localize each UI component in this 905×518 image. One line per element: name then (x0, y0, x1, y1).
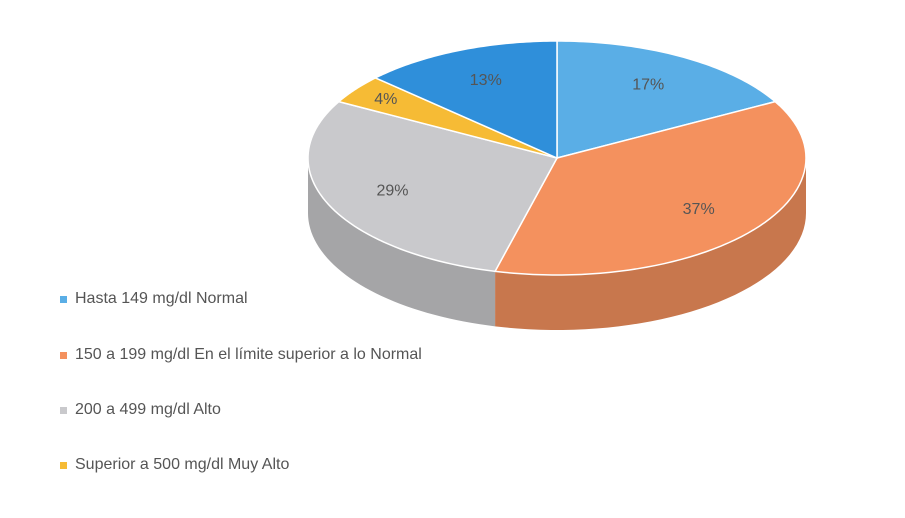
slice-side (308, 158, 496, 327)
data-label: 17% (632, 77, 664, 94)
legend-item: 200 a 499 mg/dl Alto (60, 399, 480, 421)
slice (337, 77, 558, 159)
legend-swatch (60, 352, 67, 359)
slice-side (495, 158, 806, 330)
data-label: 13% (470, 72, 502, 89)
slice (307, 100, 559, 273)
legend-label: 150 a 199 mg/dl En el límite superior a … (75, 346, 422, 363)
slice (373, 40, 558, 160)
data-label: 37% (683, 201, 715, 218)
legend-swatch (60, 296, 67, 303)
data-label: 29% (376, 183, 408, 200)
legend-item: Hasta 149 mg/dl Normal (60, 288, 480, 310)
legend-swatch (60, 462, 67, 469)
slice (556, 40, 777, 159)
legend-label: Superior a 500 mg/dl Muy Alto (75, 456, 290, 473)
legend-item: Superior a 500 mg/dl Muy Alto (60, 454, 480, 476)
legend-label: 200 a 499 mg/dl Alto (75, 401, 221, 418)
slice (493, 100, 807, 276)
legend-item: 150 a 199 mg/dl En el límite superior a … (60, 344, 480, 366)
legend-swatch (60, 407, 67, 414)
legend-label: Hasta 149 mg/dl Normal (75, 290, 248, 307)
data-label: 4% (374, 91, 397, 108)
